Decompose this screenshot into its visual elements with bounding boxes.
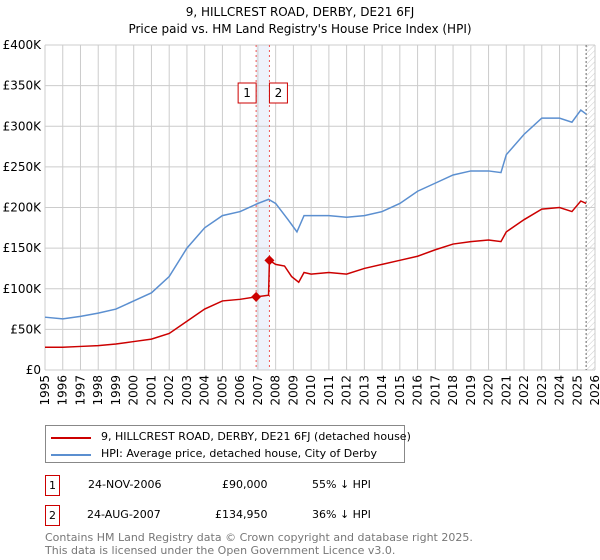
property-line (45, 200, 587, 348)
hpi-line (44, 108, 587, 320)
sale-date: 24-AUG-2007 (87, 508, 161, 521)
x-tick-label: 2003 (180, 375, 194, 406)
sale-price: £134,950 (215, 508, 268, 521)
x-tick-label: 2008 (269, 375, 283, 406)
legend-red-swatch (51, 437, 91, 439)
sale-marker-1: 1 (45, 475, 60, 496)
y-tick-label: £350K (3, 79, 43, 93)
sale-label-box (237, 82, 257, 104)
footer-line-1: Contains HM Land Registry data © Crown c… (45, 531, 473, 544)
x-tick-label: 2023 (535, 375, 549, 406)
x-tick-label: 2009 (286, 375, 300, 406)
sale-marker-2: 2 (45, 505, 60, 526)
footer-line-2: This data is licensed under the Open Gov… (45, 544, 396, 557)
x-tick-label: 2021 (499, 375, 513, 406)
chart-subtitle: Price paid vs. HM Land Registry's House … (128, 22, 471, 36)
x-tick-label: 2000 (127, 375, 141, 406)
x-tick-label: 2017 (428, 375, 442, 406)
x-tick-label: 1998 (91, 375, 105, 406)
x-tick-label: 2022 (517, 375, 531, 406)
y-tick-label: £0 (26, 363, 41, 377)
x-tick-label: 2018 (446, 375, 460, 406)
chart-title: 9, HILLCREST ROAD, DERBY, DE21 6FJ (186, 5, 415, 19)
x-tick-label: 2002 (162, 375, 176, 406)
x-tick-label: 1995 (38, 375, 52, 406)
legend: 9, HILLCREST ROAD, DERBY, DE21 6FJ (deta… (45, 425, 411, 463)
sale-label-box (268, 82, 288, 104)
x-tick-label: 2011 (322, 375, 336, 406)
x-tick-label: 2006 (233, 375, 247, 406)
sale-hpi: 55% ↓ HPI (312, 478, 371, 491)
price-chart: 9, HILLCREST ROAD, DERBY, DE21 6FJ Price… (3, 5, 600, 406)
legend-hpi: HPI: Average price, detached house, City… (101, 447, 378, 460)
x-tick-label: 2004 (198, 375, 212, 406)
x-tick-label: 2019 (464, 375, 478, 406)
sale-hpi: 36% ↓ HPI (312, 508, 371, 521)
y-tick-label: £50K (10, 322, 42, 336)
footer: Contains HM Land Registry data © Crown c… (45, 531, 473, 557)
sale-label: 2 (275, 86, 283, 100)
x-tick-label: 2016 (411, 375, 425, 406)
x-tick-label: 2010 (304, 375, 318, 406)
legend-blue-swatch (51, 454, 91, 456)
legend-property: 9, HILLCREST ROAD, DERBY, DE21 6FJ (deta… (101, 430, 411, 443)
sale-date: 24-NOV-2006 (88, 478, 162, 491)
x-tick-label: 1996 (56, 375, 70, 406)
x-tick-label: 2007 (251, 375, 265, 406)
sale-point (264, 255, 275, 266)
sale-price: £90,000 (222, 478, 268, 491)
x-tick-label: 2012 (340, 375, 354, 406)
x-tick-label: 2026 (588, 375, 600, 406)
x-tick-label: 2014 (375, 375, 389, 406)
y-tick-label: £200K (3, 201, 43, 215)
x-tick-label: 2015 (393, 375, 407, 406)
sale-label: 1 (243, 86, 251, 100)
x-tick-label: 2001 (144, 375, 158, 406)
x-tick-label: 2025 (570, 375, 584, 406)
y-tick-label: £100K (3, 282, 43, 296)
x-tick-label: 2005 (215, 375, 229, 406)
y-tick-label: £300K (3, 119, 43, 133)
y-tick-label: £150K (3, 241, 43, 255)
sale-point (251, 291, 262, 302)
x-tick-label: 2024 (553, 375, 567, 406)
x-tick-label: 2020 (482, 375, 496, 406)
x-tick-label: 1999 (109, 375, 123, 406)
y-tick-label: £400K (3, 38, 43, 52)
y-tick-label: £250K (3, 160, 43, 174)
x-tick-label: 1997 (73, 375, 87, 406)
x-tick-label: 2013 (357, 375, 371, 406)
